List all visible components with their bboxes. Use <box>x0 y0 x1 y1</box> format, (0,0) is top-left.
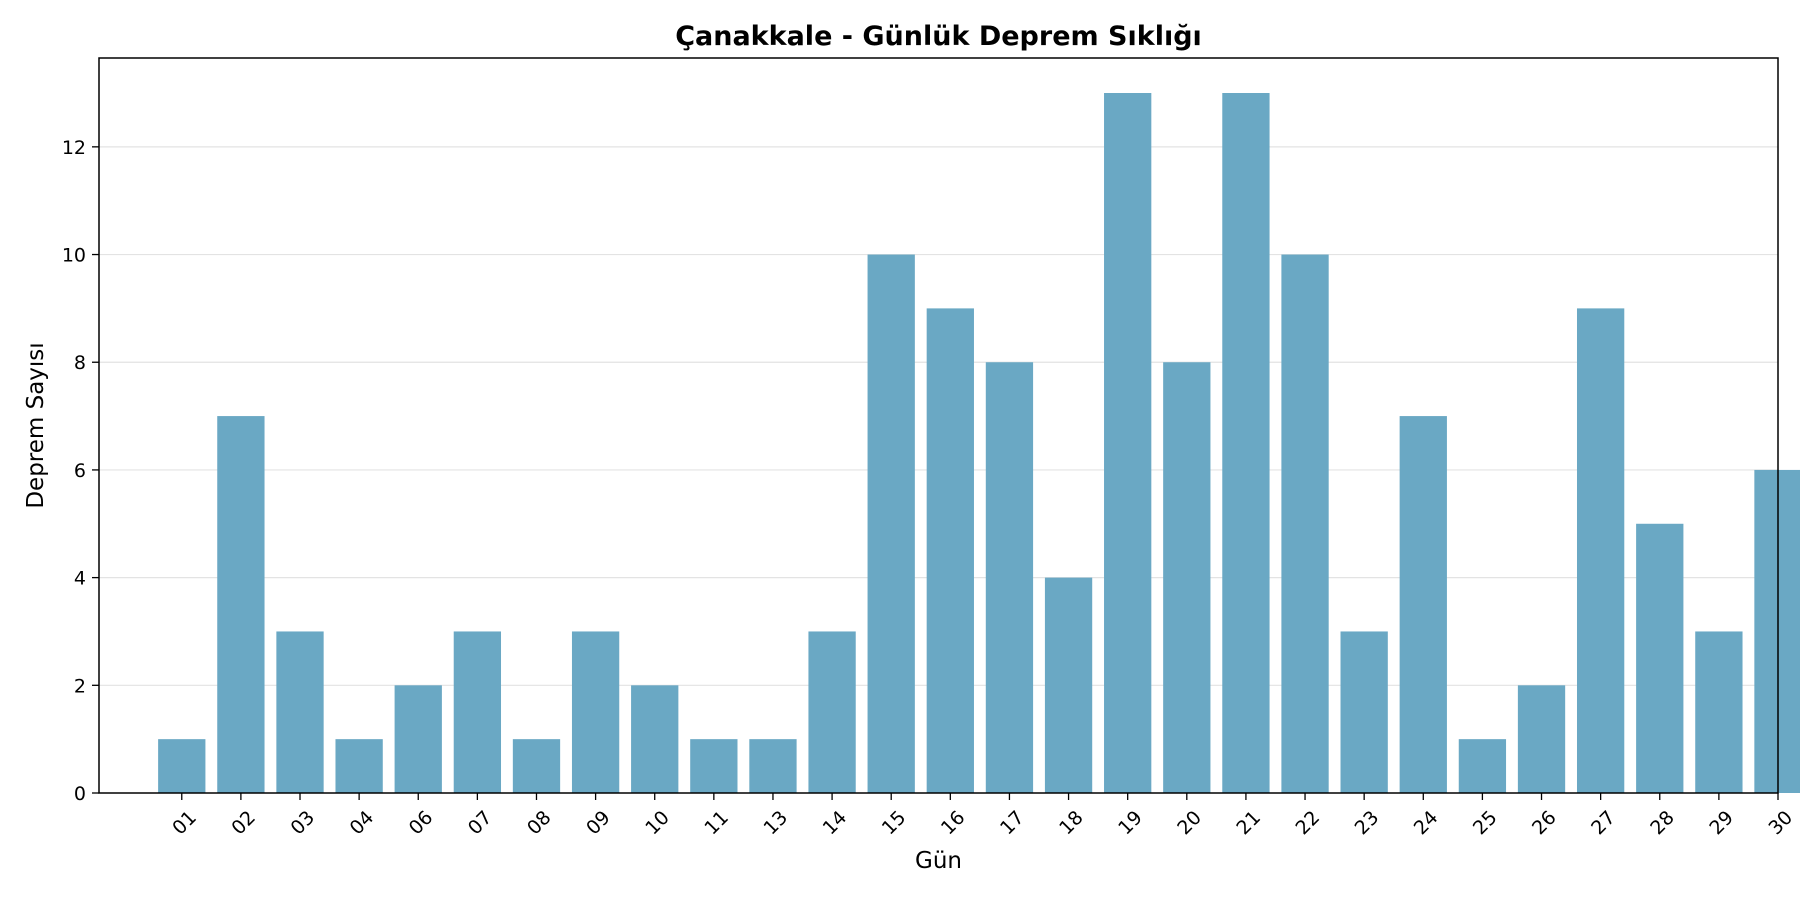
x-tick-label: 20 <box>1173 807 1206 840</box>
x-tick-label: 30 <box>1764 807 1797 840</box>
bar <box>394 685 442 793</box>
x-tick-label: 11 <box>700 807 733 840</box>
x-axis-label: Gün <box>915 848 962 874</box>
bar <box>1399 416 1447 793</box>
y-tick-label: 2 <box>74 675 86 697</box>
bar <box>1636 523 1684 793</box>
x-tick-label: 09 <box>582 807 615 840</box>
x-tick-label: 02 <box>227 807 260 840</box>
bar <box>631 685 679 793</box>
chart-title: Çanakkale - Günlük Deprem Sıklığı <box>675 21 1202 52</box>
x-tick-label: 15 <box>878 807 911 840</box>
x-tick-label: 01 <box>168 807 201 840</box>
bar <box>1695 631 1743 793</box>
y-axis-label: Deprem Sayısı <box>23 342 49 508</box>
bar <box>867 254 915 794</box>
x-tick-label: 25 <box>1469 807 1502 840</box>
x-tick-label: 10 <box>641 807 674 840</box>
bar <box>1458 739 1507 793</box>
bar <box>571 631 620 793</box>
x-tick-label: 08 <box>523 807 556 840</box>
bar <box>808 631 856 793</box>
bar <box>1163 362 1211 793</box>
bars <box>158 93 1800 794</box>
x-tick-label: 13 <box>759 807 792 840</box>
plot-frame <box>98 57 1779 794</box>
bar <box>1576 308 1625 793</box>
bar <box>985 362 1034 793</box>
x-tick-label: 29 <box>1705 807 1738 840</box>
bar <box>749 739 797 793</box>
x-axis: 01 02 03 04 06 07 08 09 10 11 13 14 15 16 17 18 19 20 21 22… <box>168 793 1797 839</box>
bar <box>1104 93 1152 793</box>
bar <box>1517 685 1566 793</box>
x-tick-label: 18 <box>1055 807 1088 840</box>
x-tick-label: 24 <box>1410 807 1443 840</box>
x-tick-label: 19 <box>1114 807 1147 840</box>
x-tick-label: 14 <box>819 807 852 840</box>
x-tick-label: 26 <box>1528 807 1561 840</box>
x-tick-label: 28 <box>1646 807 1679 840</box>
bar <box>335 739 383 793</box>
bar <box>1044 577 1093 793</box>
y-tick-label: 0 <box>74 783 86 805</box>
x-tick-label: 17 <box>996 807 1029 840</box>
y-tick-label: 12 <box>62 137 86 159</box>
y-tick-label: 4 <box>74 568 86 590</box>
x-tick-label: 16 <box>937 807 970 840</box>
bar <box>158 739 206 793</box>
bar <box>217 416 265 793</box>
x-tick-label: 21 <box>1232 807 1265 840</box>
bar <box>1340 631 1388 793</box>
y-tick-label: 6 <box>74 460 86 482</box>
bar <box>276 631 324 793</box>
bar <box>1222 93 1270 793</box>
x-tick-label: 03 <box>286 807 319 840</box>
x-tick-label: 22 <box>1292 807 1325 840</box>
bar <box>926 308 974 793</box>
x-tick-label: 04 <box>346 807 379 840</box>
y-axis: 0 2 4 6 8 10 12 <box>62 137 99 805</box>
bar <box>690 739 738 793</box>
bar <box>1754 469 1800 793</box>
bar <box>453 631 502 793</box>
y-tick-label: 8 <box>74 352 86 374</box>
bar <box>1281 254 1329 794</box>
x-tick-label: 07 <box>464 807 497 840</box>
bar <box>512 739 561 793</box>
x-tick-label: 27 <box>1587 807 1620 840</box>
x-tick-label: 06 <box>405 807 438 840</box>
x-tick-label: 23 <box>1351 807 1384 840</box>
y-tick-label: 10 <box>62 245 86 267</box>
